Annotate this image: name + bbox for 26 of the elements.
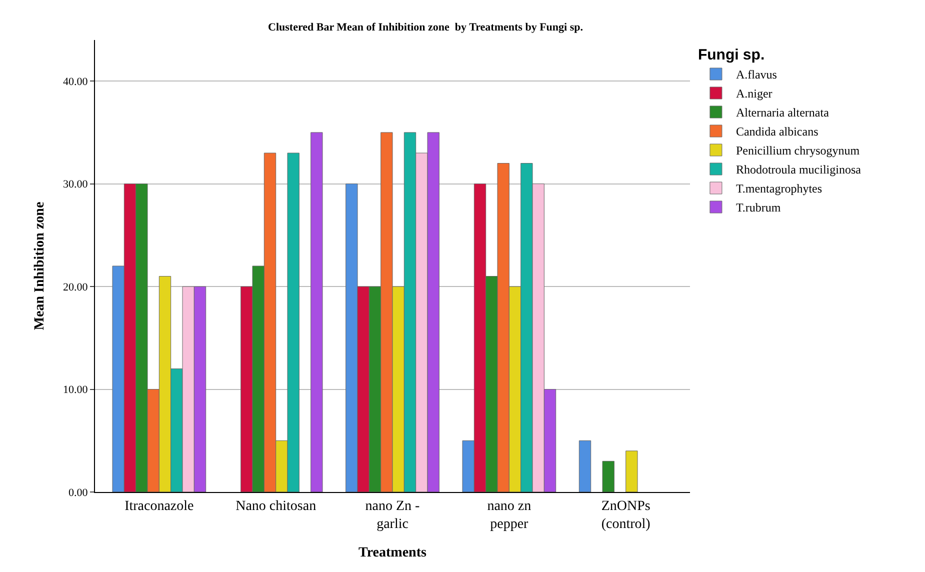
bar [626, 450, 638, 492]
x-tick-label: Itraconazole [124, 498, 194, 514]
legend-label: Candida albicans [736, 124, 819, 139]
x-tick-label: nano zn pepper [487, 498, 532, 532]
y-tick-label: 0.00 [68, 486, 88, 499]
legend-label: Rhodotroula muciliginosa [736, 162, 862, 177]
legend-label: A.flavus [736, 68, 778, 82]
x-tick-label: nano Zn - garlic [365, 498, 420, 532]
x-axis-title: Treatments [358, 545, 427, 560]
y-tick-label: 20.00 [63, 281, 88, 294]
y-tick-label: 40.00 [63, 76, 88, 88]
y-tick-label: 10.00 [63, 384, 88, 396]
legend-label: T.mentagrophytes [736, 182, 822, 196]
legend-label: Penicillium chrysogynum [736, 144, 860, 158]
legend-title: Fungi sp. [698, 46, 765, 64]
bar [602, 460, 614, 492]
bar [578, 440, 592, 492]
x-tick-label: ZnONPs (control) [601, 498, 651, 532]
legend-label: T.rubrum [736, 200, 782, 215]
x-tick-label: Nano chitosan [236, 498, 316, 514]
chart-title: Clustered Bar Mean of Inhibition zone by Treatments by Fungi sp. [268, 22, 584, 34]
y-tick-label: 30.00 [63, 178, 88, 191]
legend-label: Alternaria alternata [736, 106, 830, 120]
legend-label: A.niger [736, 86, 772, 101]
bar [310, 132, 323, 492]
y-axis-title: Mean Inhibition zone [32, 202, 48, 330]
